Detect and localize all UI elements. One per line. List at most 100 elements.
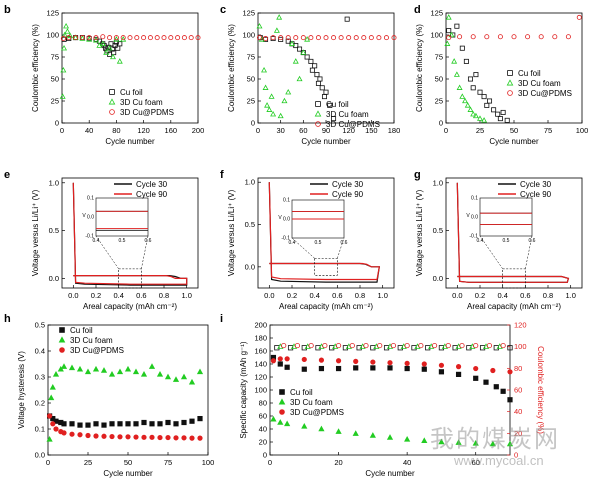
x-tick-label: 80 [112,126,120,135]
legend-label: Cu foil [326,100,349,109]
data-point [84,368,92,375]
data-point [383,35,389,41]
data-point [319,85,325,91]
data-point [455,439,462,445]
data-point [120,35,126,41]
data-point [368,35,374,41]
data-point [93,37,99,43]
data-point [270,110,277,117]
x-tick-label: 0.6 [332,291,342,300]
x-tick-label: 120 [137,126,150,135]
data-point [273,27,280,33]
data-point [486,342,493,349]
y2-tick-label: 60 [514,386,522,395]
data-point [323,35,329,41]
data-point [278,36,284,42]
data-point [49,384,56,390]
data-point [463,58,469,64]
data-point [48,394,55,401]
data-point [116,368,124,375]
y-tick-label: 0.0 [245,262,255,271]
x-tick-label: 0.0 [452,291,462,300]
data-point [284,356,290,362]
data-point [446,28,452,34]
data-point [425,345,431,351]
data-point [141,35,147,41]
data-point [61,430,67,436]
y-tick-label: 100 [242,31,255,40]
data-point [124,365,132,372]
inset-frame [479,197,533,237]
data-point [189,435,195,441]
data-point [438,369,445,375]
data-point [262,84,269,90]
data-point [466,345,472,351]
data-point [329,345,335,351]
data-point [109,46,115,52]
inset-y-tick-label: -0.1 [85,234,94,240]
data-point [318,365,325,372]
inset-y-tick-label: 0.0 [471,215,478,221]
data-point [285,38,291,44]
data-point [456,84,463,90]
data-point [525,34,531,40]
data-point [483,379,489,385]
legend-marker [315,121,321,127]
data-point [387,360,393,366]
y2-tick-label: 0 [514,451,518,460]
zoom-connector [95,235,119,270]
y-tick-label: 40 [259,425,267,434]
legend-label: 3D Cu foam [326,110,369,119]
data-point [85,422,91,428]
legend-marker [314,110,322,117]
data-point [154,35,160,41]
y-tick-label: 1.0 [245,178,255,187]
data-point [101,422,107,428]
data-point [491,107,497,113]
data-point [318,425,325,432]
data-point [346,35,352,41]
data-point [322,342,328,349]
data-point [46,436,53,442]
data-point [173,435,179,441]
data-point [101,433,107,439]
data-point [404,436,411,442]
x-axis-label: Areal capacity (mAh cm⁻²) [467,302,561,311]
data-point [331,35,337,41]
data-point [85,432,91,439]
data-point [86,35,92,41]
legend-label: Cycle 90 [332,190,364,199]
data-point [459,93,466,99]
data-point [79,35,86,41]
x-tick-label: 0.8 [543,291,553,300]
inset-y-tick-label: -0.1 [281,236,290,242]
y-tick-label: 0.4 [35,347,45,356]
y-tick-label: 180 [254,334,267,343]
data-point [76,365,84,372]
data-point [53,426,59,432]
x-tick-label: 0.8 [355,291,365,300]
data-point [117,421,123,427]
data-point [197,415,203,422]
data-point [277,356,283,362]
y-axis-label: Voltage hysteresis (V) [17,351,26,429]
data-point [92,365,100,372]
data-point [438,362,445,368]
data-point [181,35,187,41]
data-point [115,45,121,51]
x-axis-label: Cycle number [301,137,351,146]
legend-label: 3D Cu foam [70,336,113,345]
data-point [459,342,465,349]
x-axis-label: Cycle number [103,469,153,478]
data-point [149,434,155,440]
data-point [285,88,292,95]
data-point [99,40,106,46]
data-point [335,358,342,364]
data-point [111,50,117,56]
x-tick-label: 0.6 [520,291,530,300]
data-point [576,14,582,20]
data-point [446,35,452,41]
x-tick-label: 200 [192,126,205,135]
data-point [125,434,131,440]
